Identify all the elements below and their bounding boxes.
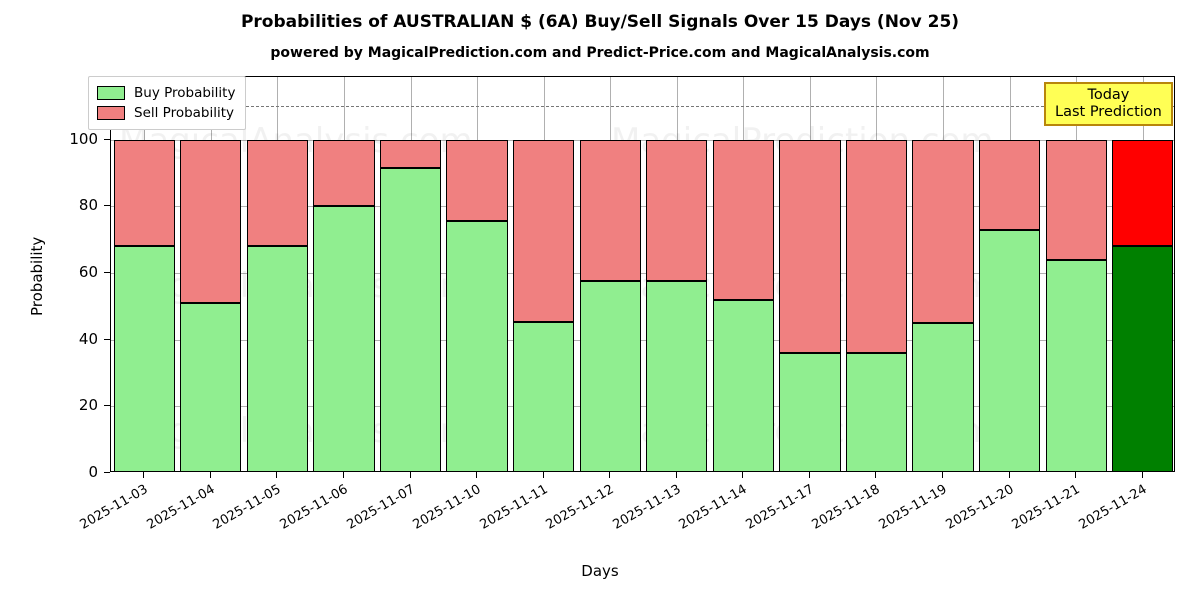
- gridline-horizontal: [111, 206, 1174, 208]
- legend-swatch-sell: [97, 106, 125, 120]
- y-axis-tick-mark: [104, 272, 110, 273]
- today-label-line1: Today: [1087, 87, 1130, 103]
- x-axis-label: Days: [581, 562, 619, 580]
- bar-segment-buy[interactable]: [313, 206, 375, 471]
- bar-segment-sell[interactable]: [313, 139, 375, 207]
- bar-group[interactable]: [1112, 77, 1174, 471]
- x-axis-tick-mark: [542, 472, 544, 478]
- bar-segment-sell[interactable]: [646, 139, 708, 281]
- today-label-line2: Last Prediction: [1055, 103, 1162, 120]
- y-axis-tick-label: 100: [69, 129, 98, 148]
- x-axis-tick-mark: [1008, 472, 1010, 478]
- legend-label-buy: Buy Probability: [134, 85, 236, 101]
- x-axis-tick-mark: [609, 472, 611, 478]
- x-axis-tick-mark: [808, 472, 810, 478]
- chart-title: Probabilities of AUSTRALIAN $ (6A) Buy/S…: [240, 12, 960, 32]
- gridline-horizontal: [111, 273, 1174, 274]
- bar-group[interactable]: [845, 77, 908, 471]
- bar-group[interactable]: [379, 77, 442, 471]
- legend-swatch-buy: [97, 86, 125, 100]
- y-axis-tick-mark: [104, 405, 110, 407]
- today-annotation: Today Last Prediction: [1044, 82, 1173, 127]
- x-axis-tick-mark: [143, 472, 145, 478]
- plot-area: MagicalAnalysis.comMagicalPrediction.com…: [110, 76, 1175, 472]
- chart-subtitle: powered by MagicalPrediction.com and Pre…: [270, 45, 930, 61]
- x-axis-tick-mark: [409, 472, 411, 478]
- bar-segment-sell[interactable]: [579, 139, 641, 281]
- bar-segment-sell[interactable]: [113, 139, 175, 247]
- bar-group[interactable]: [779, 77, 841, 471]
- bar-segment-buy[interactable]: [1045, 259, 1107, 471]
- bar-group[interactable]: [180, 77, 242, 471]
- reference-line-dashed: [111, 106, 1174, 108]
- x-axis-tick-mark: [942, 472, 944, 478]
- bar-segment-buy[interactable]: [513, 321, 575, 471]
- bar-segment-sell[interactable]: [845, 139, 908, 353]
- bar-group[interactable]: [1045, 77, 1107, 471]
- bar-group[interactable]: [313, 77, 375, 471]
- bar-segment-buy[interactable]: [579, 280, 641, 471]
- x-axis-tick-mark: [675, 472, 677, 478]
- y-axis-tick-mark: [104, 338, 110, 340]
- bar-group[interactable]: [712, 77, 774, 471]
- legend-item-buy[interactable]: Buy Probability: [97, 83, 235, 103]
- x-axis-tick-mark: [476, 472, 478, 478]
- gridline-horizontal: [111, 339, 1174, 341]
- bar-segment-buy[interactable]: [646, 280, 708, 471]
- x-axis-tick-mark: [342, 472, 344, 478]
- bar-group[interactable]: [646, 77, 708, 471]
- bar-segment-sell[interactable]: [513, 139, 575, 322]
- gridline-horizontal: [111, 139, 1174, 141]
- bar-group[interactable]: [113, 77, 175, 471]
- legend-item-sell[interactable]: Sell Probability: [97, 103, 235, 123]
- bar-segment-sell[interactable]: [779, 139, 841, 353]
- bar-segment-sell[interactable]: [246, 139, 309, 247]
- bar-group[interactable]: [978, 77, 1041, 471]
- y-axis-tick-label: 0: [88, 463, 98, 481]
- x-axis-tick-mark: [209, 472, 211, 478]
- bar-segment-buy[interactable]: [180, 303, 242, 471]
- chart-legend: Buy Probability Sell Probability: [88, 76, 247, 130]
- y-axis-label: Probability: [28, 236, 46, 316]
- bar-segment-buy[interactable]: [845, 353, 908, 471]
- bar-segment-buy[interactable]: [912, 323, 974, 471]
- gridline-horizontal: [111, 406, 1174, 408]
- bar-segment-sell[interactable]: [912, 139, 974, 323]
- y-axis-tick-mark: [104, 472, 110, 473]
- bar-segment-buy[interactable]: [379, 168, 442, 471]
- bar-segment-buy[interactable]: [712, 299, 774, 471]
- bar-group[interactable]: [912, 77, 974, 471]
- y-axis-tick-label: 20: [78, 396, 98, 415]
- y-axis-tick-mark: [104, 205, 110, 207]
- y-axis-tick-mark: [104, 138, 110, 140]
- bar-segment-buy[interactable]: [978, 229, 1041, 471]
- bar-segment-sell[interactable]: [379, 139, 442, 168]
- bar-segment-sell[interactable]: [446, 139, 508, 222]
- x-axis-tick-mark: [742, 472, 744, 478]
- bar-group[interactable]: [446, 77, 508, 471]
- bar-segment-buy[interactable]: [113, 246, 175, 471]
- bar-segment-buy[interactable]: [246, 246, 309, 471]
- y-axis-tick-label: 40: [78, 329, 98, 348]
- bar-segment-sell[interactable]: [1045, 139, 1107, 260]
- x-axis-tick-mark: [875, 472, 877, 478]
- bar-group[interactable]: [246, 77, 309, 471]
- y-axis-tick-label: 80: [78, 196, 98, 215]
- x-axis-tick-mark: [276, 472, 278, 478]
- bar-group[interactable]: [513, 77, 575, 471]
- bar-segment-buy[interactable]: [779, 353, 841, 471]
- bar-segment-sell[interactable]: [978, 139, 1041, 230]
- y-axis-tick-label: 60: [78, 263, 98, 281]
- bar-group[interactable]: [579, 77, 641, 471]
- plot-inner: MagicalAnalysis.comMagicalPrediction.com…: [111, 77, 1174, 471]
- bar-segment-sell[interactable]: [180, 139, 242, 303]
- bar-segment-sell[interactable]: [1112, 139, 1174, 247]
- legend-label-sell: Sell Probability: [134, 105, 235, 121]
- x-axis-tick-mark: [1141, 472, 1143, 478]
- bar-segment-sell[interactable]: [712, 139, 774, 300]
- x-axis-tick-mark: [1075, 472, 1077, 478]
- bar-segment-buy[interactable]: [446, 221, 508, 471]
- bar-segment-buy[interactable]: [1112, 246, 1174, 471]
